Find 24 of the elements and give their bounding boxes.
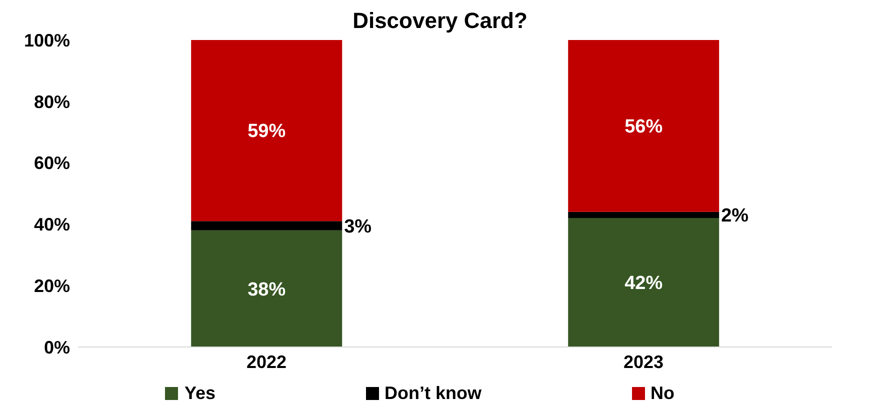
data-label: 38% bbox=[248, 279, 286, 300]
y-tick-label: 80% bbox=[34, 92, 70, 112]
y-tick-label: 20% bbox=[34, 276, 70, 296]
x-tick-label: 2023 bbox=[623, 352, 664, 372]
data-label: 42% bbox=[624, 273, 663, 294]
y-tick-label: 0% bbox=[44, 337, 70, 358]
x-tick-label: 2022 bbox=[246, 352, 287, 372]
data-label: 59% bbox=[248, 121, 286, 142]
data-label: 2% bbox=[721, 206, 749, 227]
bar bbox=[568, 40, 720, 212]
data-label: 3% bbox=[344, 216, 372, 238]
bar bbox=[568, 212, 720, 218]
bar bbox=[191, 221, 342, 230]
legend-label: Don’t know bbox=[384, 383, 482, 404]
bar bbox=[568, 218, 720, 347]
legend-label: No bbox=[650, 383, 675, 404]
bar bbox=[191, 40, 342, 222]
bar bbox=[191, 230, 342, 347]
chart-title: Discovery Card? bbox=[352, 8, 528, 33]
y-tick-label: 40% bbox=[34, 214, 70, 235]
y-tick-label: 60% bbox=[34, 153, 70, 174]
y-tick-label: 100% bbox=[24, 30, 70, 50]
legend-label: Yes bbox=[183, 383, 216, 404]
data-label: 56% bbox=[624, 116, 663, 138]
